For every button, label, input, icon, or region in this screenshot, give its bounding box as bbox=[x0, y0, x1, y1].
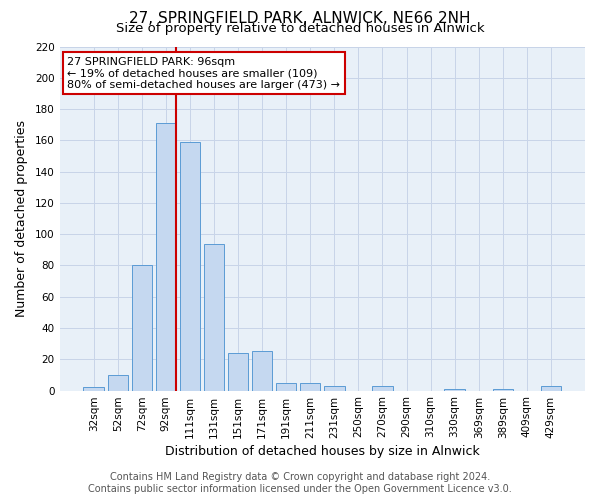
X-axis label: Distribution of detached houses by size in Alnwick: Distribution of detached houses by size … bbox=[165, 444, 479, 458]
Bar bbox=[276, 382, 296, 390]
Text: 27 SPRINGFIELD PARK: 96sqm
← 19% of detached houses are smaller (109)
80% of sem: 27 SPRINGFIELD PARK: 96sqm ← 19% of deta… bbox=[67, 57, 340, 90]
Bar bbox=[204, 244, 224, 390]
Y-axis label: Number of detached properties: Number of detached properties bbox=[15, 120, 28, 317]
Bar bbox=[324, 386, 344, 390]
Text: Contains HM Land Registry data © Crown copyright and database right 2024.
Contai: Contains HM Land Registry data © Crown c… bbox=[88, 472, 512, 494]
Bar bbox=[107, 375, 128, 390]
Bar bbox=[131, 266, 152, 390]
Text: Size of property relative to detached houses in Alnwick: Size of property relative to detached ho… bbox=[116, 22, 484, 35]
Bar bbox=[300, 382, 320, 390]
Text: 27, SPRINGFIELD PARK, ALNWICK, NE66 2NH: 27, SPRINGFIELD PARK, ALNWICK, NE66 2NH bbox=[129, 11, 471, 26]
Bar bbox=[83, 388, 104, 390]
Bar bbox=[155, 123, 176, 390]
Bar bbox=[445, 389, 465, 390]
Bar bbox=[179, 142, 200, 390]
Bar bbox=[493, 389, 513, 390]
Bar bbox=[541, 386, 561, 390]
Bar bbox=[228, 353, 248, 391]
Bar bbox=[252, 352, 272, 391]
Bar bbox=[372, 386, 392, 390]
